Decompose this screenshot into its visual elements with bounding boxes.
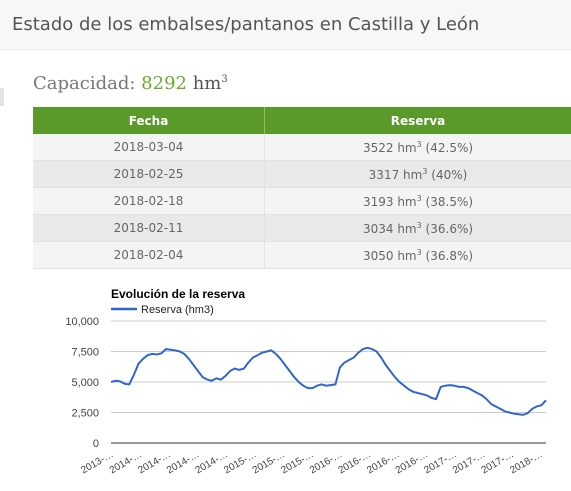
table-row: 2018-02-04 3050 hm3 (36.8%)	[33, 242, 571, 269]
cell-reserve: 3034 hm3 (36.6%)	[265, 215, 571, 242]
x-axis-ticks: 2013-…2014-…2014-…2014-…2014-…2015-…2015…	[79, 449, 544, 476]
table-header-row: Fecha Reserva	[33, 107, 571, 134]
cell-reserve: 3522 hm3 (42.5%)	[265, 134, 571, 161]
reserve-table: Fecha Reserva 2018-03-04 3522 hm3 (42.5%…	[33, 107, 571, 269]
cell-reserve: 3193 hm3 (38.5%)	[265, 188, 571, 215]
cell-reserve: 3317 hm3 (40%)	[265, 161, 571, 188]
title-bar: Estado de los embalses/pantanos en Casti…	[0, 0, 571, 50]
cell-reserve: 3050 hm3 (36.8%)	[265, 242, 571, 269]
cell-date: 2018-02-18	[33, 188, 265, 215]
y-tick-label: 10,000	[65, 316, 99, 328]
left-edge-strip	[0, 88, 4, 106]
capacity-value: 8292	[141, 73, 187, 94]
capacity-label: Capacidad:	[33, 73, 135, 94]
reserve-chart: Evolución de la reserva Reserva (hm3) 10…	[33, 283, 571, 487]
y-axis-ticks: 10,000 7,500 5,000 2,500 0	[65, 316, 99, 450]
table-row: 2018-03-04 3522 hm3 (42.5%)	[33, 134, 571, 161]
chart-gridlines	[111, 321, 546, 443]
y-tick-label: 0	[93, 438, 99, 450]
column-header-reserve: Reserva	[265, 107, 571, 134]
table-row: 2018-02-11 3034 hm3 (36.6%)	[33, 215, 571, 242]
cell-date: 2018-03-04	[33, 134, 265, 161]
legend-label: Reserva (hm3)	[141, 304, 214, 316]
series-line-reserve	[111, 348, 546, 415]
cell-date: 2018-02-11	[33, 215, 265, 242]
chart-title: Evolución de la reserva	[111, 287, 245, 301]
table-row: 2018-02-25 3317 hm3 (40%)	[33, 161, 571, 188]
column-header-date: Fecha	[33, 107, 265, 134]
reserve-line-chart: Evolución de la reserva Reserva (hm3) 10…	[33, 283, 571, 487]
cell-date: 2018-02-04	[33, 242, 265, 269]
page-title: Estado de los embalses/pantanos en Casti…	[12, 14, 479, 35]
capacity-unit: hm3	[193, 73, 228, 94]
y-tick-label: 2,500	[71, 408, 99, 420]
table-row: 2018-02-18 3193 hm3 (38.5%)	[33, 188, 571, 215]
y-tick-label: 5,000	[71, 377, 99, 389]
capacity-summary: Capacidad: 8292 hm3	[33, 73, 228, 94]
y-tick-label: 7,500	[71, 347, 99, 359]
cell-date: 2018-02-25	[33, 161, 265, 188]
x-tick-label: 2018-…	[508, 449, 544, 476]
